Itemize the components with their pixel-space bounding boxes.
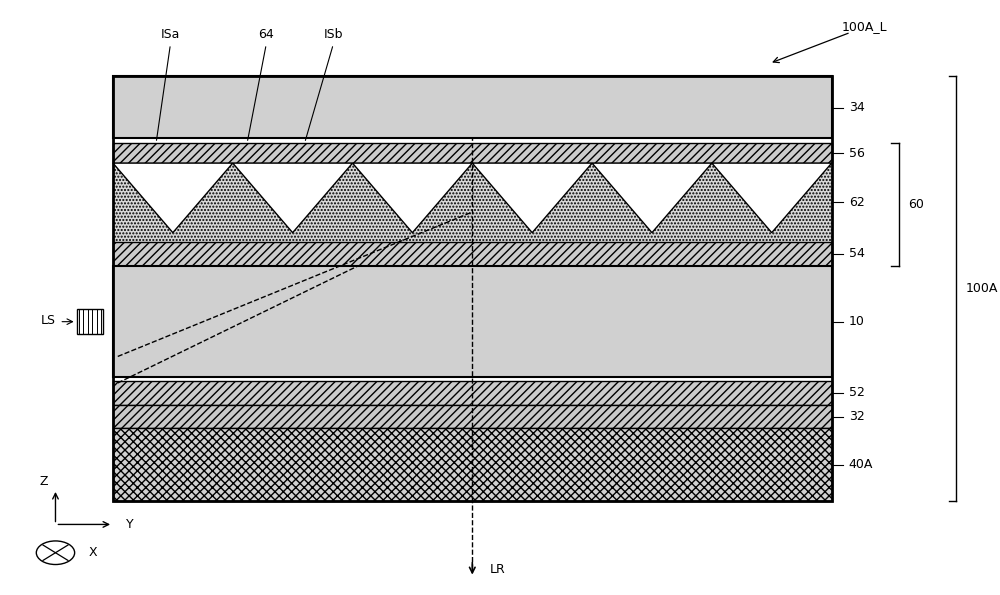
Text: 100A: 100A: [966, 282, 998, 295]
Text: 52: 52: [849, 387, 865, 399]
Bar: [113, 163, 832, 242]
Text: 62: 62: [849, 196, 865, 208]
Text: 32: 32: [849, 410, 865, 423]
Polygon shape: [472, 163, 592, 233]
Text: Z: Z: [40, 475, 48, 488]
Bar: [113, 77, 832, 501]
Text: 56: 56: [849, 146, 865, 159]
Text: LS: LS: [40, 314, 55, 327]
Text: LR: LR: [490, 563, 505, 577]
Bar: [113, 428, 832, 501]
Polygon shape: [113, 163, 233, 233]
Text: 34: 34: [849, 101, 865, 114]
Text: ISa: ISa: [161, 28, 180, 41]
Text: X: X: [89, 546, 98, 559]
Bar: [113, 266, 832, 377]
Text: ISb: ISb: [324, 28, 343, 41]
Text: 10: 10: [849, 315, 865, 328]
Bar: [113, 242, 832, 266]
Text: 54: 54: [849, 248, 865, 261]
Polygon shape: [712, 163, 832, 233]
Text: Y: Y: [126, 518, 134, 531]
Text: 40A: 40A: [849, 458, 873, 471]
Bar: [77, 309, 103, 334]
Polygon shape: [592, 163, 712, 233]
Text: 64: 64: [258, 28, 274, 41]
Polygon shape: [233, 163, 353, 233]
Text: 100A_L: 100A_L: [841, 20, 887, 33]
Bar: [113, 77, 832, 139]
Bar: [113, 143, 832, 163]
Polygon shape: [353, 163, 472, 233]
Bar: [113, 405, 832, 428]
Text: 60: 60: [908, 198, 924, 211]
Bar: [113, 381, 832, 405]
